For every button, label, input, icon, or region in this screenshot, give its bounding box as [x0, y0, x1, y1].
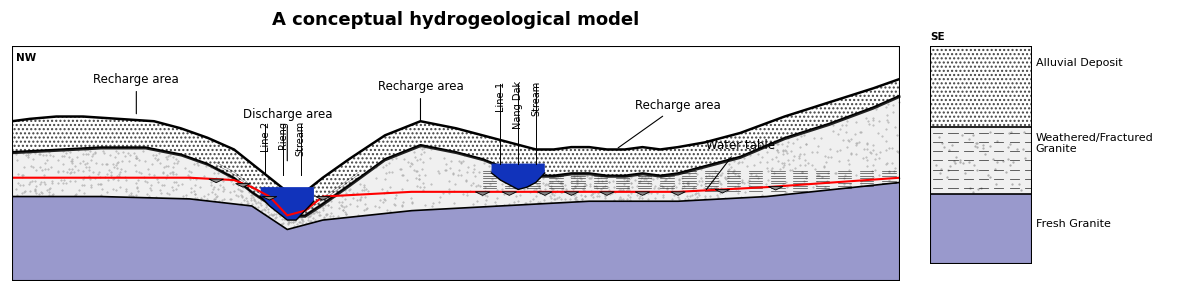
Text: Line-2: Line-2 [260, 121, 270, 152]
Polygon shape [475, 192, 490, 195]
Polygon shape [209, 179, 223, 183]
Polygon shape [930, 194, 1032, 264]
Text: Stream: Stream [530, 81, 541, 117]
Text: Nang Dak: Nang Dak [514, 81, 523, 129]
Text: A conceptual hydrogeological model: A conceptual hydrogeological model [272, 11, 640, 30]
Text: Weathered/Fractured
Granite: Weathered/Fractured Granite [1036, 133, 1153, 154]
Text: SE: SE [930, 32, 944, 42]
Text: Recharge area: Recharge area [94, 73, 179, 114]
Text: Line-1: Line-1 [496, 81, 505, 111]
Polygon shape [930, 127, 1032, 194]
Polygon shape [235, 184, 251, 187]
Polygon shape [564, 192, 578, 195]
Polygon shape [502, 192, 517, 195]
Polygon shape [671, 192, 685, 195]
Text: NW: NW [17, 53, 37, 63]
Polygon shape [492, 164, 545, 189]
Polygon shape [768, 187, 784, 190]
Polygon shape [12, 183, 900, 281]
Polygon shape [600, 192, 614, 195]
Text: Recharge area: Recharge area [378, 80, 463, 121]
Polygon shape [538, 192, 552, 195]
Text: Recharge area: Recharge area [618, 99, 721, 148]
Text: Water table: Water table [706, 139, 775, 190]
Polygon shape [930, 46, 1032, 127]
Polygon shape [12, 95, 900, 230]
Polygon shape [260, 187, 314, 220]
Polygon shape [12, 79, 900, 215]
Text: Rieng: Rieng [278, 121, 288, 149]
Polygon shape [715, 189, 730, 193]
Polygon shape [262, 197, 277, 200]
Text: Alluvial Deposit: Alluvial Deposit [1036, 58, 1122, 68]
Polygon shape [316, 197, 330, 200]
Text: Stream: Stream [295, 121, 306, 156]
Text: Discharge area: Discharge area [242, 108, 332, 161]
Polygon shape [635, 192, 650, 195]
Text: Fresh Granite: Fresh Granite [1036, 219, 1110, 229]
